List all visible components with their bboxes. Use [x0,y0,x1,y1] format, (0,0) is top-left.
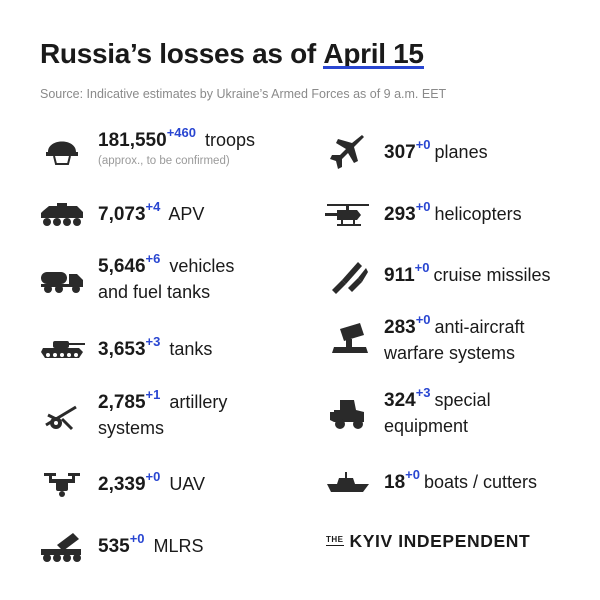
cruise-missiles-value: 911 [384,265,415,286]
mlrs-delta: +0 [129,531,145,546]
loss-item-planes: 307+0 planes [324,133,488,173]
cruise-missiles-label: cruise missiles [433,265,551,285]
loss-item-apv: 7,073+4 APV [38,195,204,235]
fuel-truck-icon [38,260,86,300]
loss-item-mlrs: 535+0 MLRS [38,527,204,567]
cruise-missiles-delta: +0 [414,260,430,275]
apv-delta: +4 [145,199,161,214]
helmet-icon [38,128,86,168]
artillery-label-line2: systems [98,418,165,438]
artillery-value: 2,785 [98,392,146,413]
troops-label: troops [205,130,256,150]
artillery-icon [38,396,86,436]
kyiv-independent-logo: THE KYIV INDEPENDENT [326,531,530,552]
helicopters-label: helicopters [434,204,522,224]
vehicles-delta: +6 [145,251,161,266]
loss-item-cruise-missiles: 911+0 cruise missiles [324,256,551,296]
special-equipment-value: 324 [384,390,416,411]
planes-value: 307 [384,142,416,163]
anti-aircraft-label-line2: warfare systems [384,343,516,363]
logo-the: THE [326,535,344,546]
troops-value: 181,550 [98,130,167,151]
mlrs-label: MLRS [153,536,204,556]
helicopter-icon [324,195,372,235]
loss-item-helicopters: 293+0 helicopters [324,195,522,235]
uav-label: UAV [169,474,206,494]
artillery-label: artillery [169,392,228,412]
boats-label: boats / cutters [423,472,538,492]
special-equipment-icon [324,394,372,434]
plane-icon [324,133,372,173]
anti-aircraft-label: anti-aircraft [434,317,525,337]
tanks-label: tanks [169,339,213,359]
loss-item-vehicles: 5,646+6 vehicles and fuel tanks [38,251,235,305]
vehicles-label-line2: and fuel tanks [98,282,211,302]
missile-icon [324,256,372,296]
vehicles-label: vehicles [169,256,235,276]
uav-value: 2,339 [98,474,146,495]
title-date: April 15 [323,38,425,69]
helicopters-delta: +0 [415,199,431,214]
apv-label: APV [168,204,205,224]
apv-icon [38,195,86,235]
tank-icon [38,330,86,370]
tanks-value: 3,653 [98,339,146,360]
loss-item-uav: 2,339+0 UAV [38,465,205,505]
mlrs-value: 535 [98,536,130,557]
tanks-delta: +3 [145,334,161,349]
loss-item-artillery: 2,785+1 artillery systems [38,387,228,441]
troops-note: (approx., to be confirmed) [98,155,230,167]
helicopters-value: 293 [384,204,416,225]
troops-delta: +460 [166,125,196,140]
mlrs-icon [38,527,86,567]
apv-value: 7,073 [98,204,146,225]
special-equipment-delta: +3 [415,385,431,400]
planes-label: planes [434,142,488,162]
loss-item-tanks: 3,653+3 tanks [38,330,212,370]
loss-item-boats: 18+0 boats / cutters [324,463,537,503]
title-main: Russia’s losses as of [40,38,324,69]
planes-delta: +0 [415,137,431,152]
vehicles-value: 5,646 [98,256,146,277]
anti-aircraft-value: 283 [384,317,416,338]
boats-value: 18 [384,472,406,493]
loss-item-anti-aircraft: 283+0 anti-aircraft warfare systems [324,312,525,366]
boat-icon [324,463,372,503]
loss-item-special-equipment: 324+3 special equipment [324,385,491,439]
loss-item-troops: 181,550+460 troops (approx., to be confi… [38,125,256,168]
uav-delta: +0 [145,469,161,484]
anti-aircraft-delta: +0 [415,312,431,327]
logo-name: KYIV INDEPENDENT [349,531,531,551]
anti-aircraft-icon [324,321,372,361]
source-note: Source: Indicative estimates by Ukraine’… [40,87,447,101]
special-equipment-label: special [434,390,491,410]
artillery-delta: +1 [145,387,161,402]
special-equipment-label-line2: equipment [384,416,469,436]
page-title: Russia’s losses as of April 15 [40,38,425,70]
boats-delta: +0 [405,467,420,482]
drone-icon [38,465,86,505]
